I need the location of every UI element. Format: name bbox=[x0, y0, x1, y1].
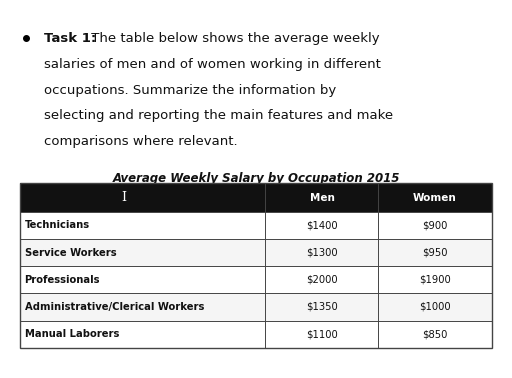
Text: Service Workers: Service Workers bbox=[25, 248, 116, 257]
Text: $1900: $1900 bbox=[419, 275, 451, 285]
Bar bbox=[20, 321, 492, 348]
Text: $950: $950 bbox=[422, 248, 448, 257]
Text: $850: $850 bbox=[422, 329, 447, 339]
Text: $1400: $1400 bbox=[306, 220, 338, 230]
Text: $900: $900 bbox=[422, 220, 447, 230]
Bar bbox=[20, 239, 492, 266]
Text: comparisons where relevant.: comparisons where relevant. bbox=[44, 135, 237, 148]
Text: I: I bbox=[121, 191, 126, 204]
Text: Manual Laborers: Manual Laborers bbox=[25, 329, 119, 339]
Text: Women: Women bbox=[413, 192, 457, 203]
Text: $2000: $2000 bbox=[306, 275, 338, 285]
Text: $1100: $1100 bbox=[306, 329, 338, 339]
Text: $1000: $1000 bbox=[419, 302, 451, 312]
Text: $1300: $1300 bbox=[306, 248, 338, 257]
Text: salaries of men and of women working in different: salaries of men and of women working in … bbox=[44, 58, 380, 71]
Text: Task 1:: Task 1: bbox=[44, 32, 96, 45]
Text: Average Weekly Salary by Occupation 2015: Average Weekly Salary by Occupation 2015 bbox=[112, 172, 400, 185]
Text: occupations. Summarize the information by: occupations. Summarize the information b… bbox=[44, 84, 336, 96]
Text: Professionals: Professionals bbox=[25, 275, 100, 285]
Bar bbox=[20, 266, 492, 293]
Text: Men: Men bbox=[310, 192, 334, 203]
Bar bbox=[20, 183, 492, 212]
Text: Administrative/Clerical Workers: Administrative/Clerical Workers bbox=[25, 302, 204, 312]
Text: The table below shows the average weekly: The table below shows the average weekly bbox=[87, 32, 380, 45]
Text: selecting and reporting the main features and make: selecting and reporting the main feature… bbox=[44, 109, 393, 122]
Bar bbox=[20, 293, 492, 321]
Text: Technicians: Technicians bbox=[25, 220, 90, 230]
Bar bbox=[20, 212, 492, 239]
Text: $1350: $1350 bbox=[306, 302, 338, 312]
Bar bbox=[20, 183, 492, 348]
